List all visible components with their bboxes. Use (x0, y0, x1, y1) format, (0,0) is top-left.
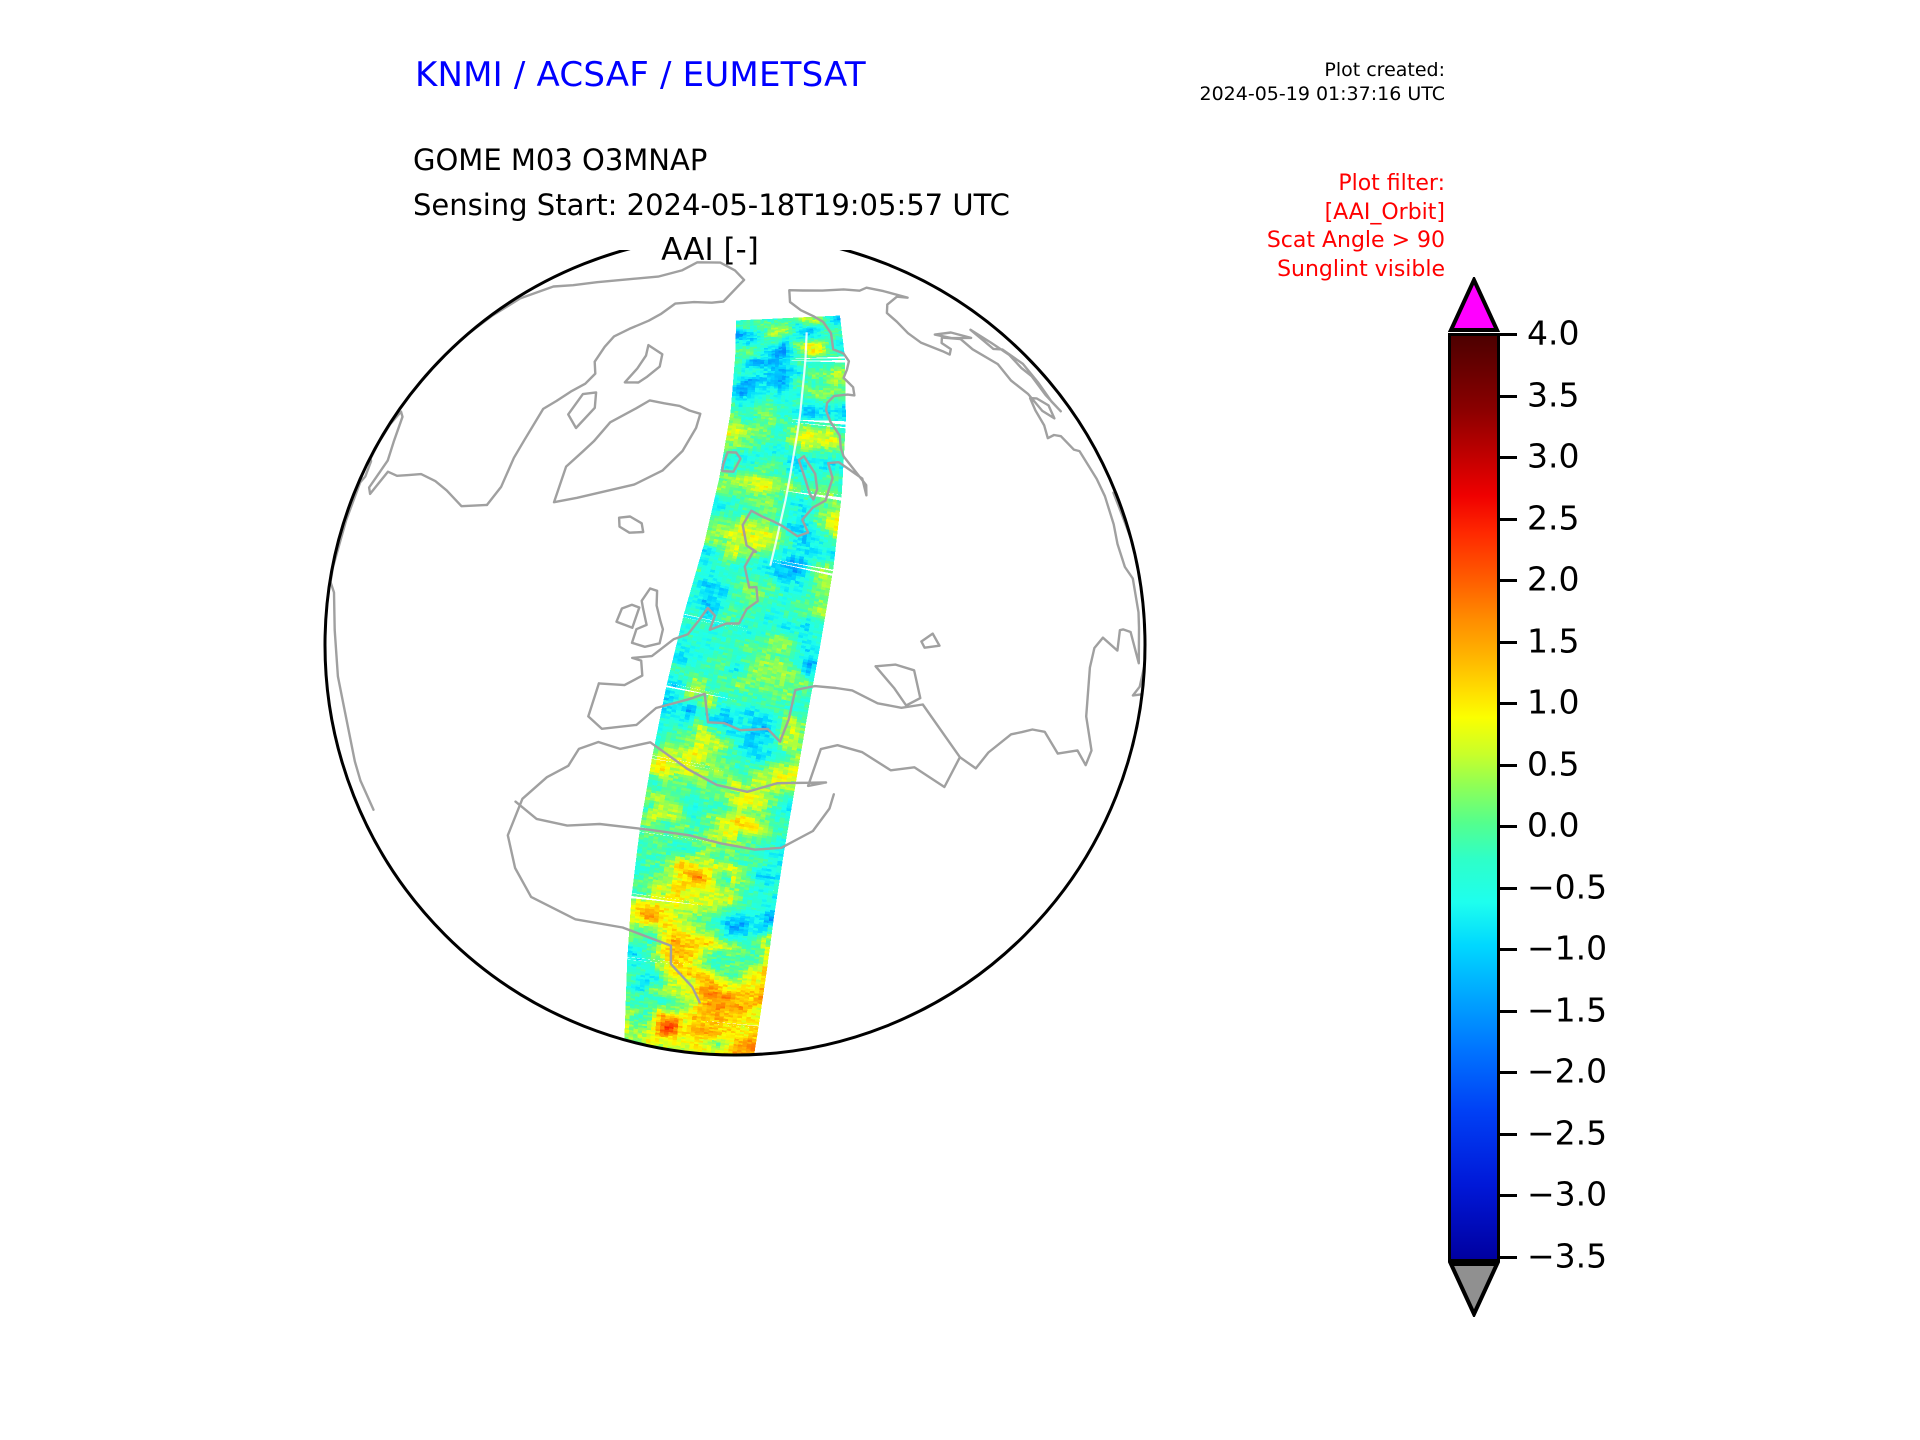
colorbar-tick-label: 2.5 (1527, 498, 1580, 538)
colorbar-tick-label: 0.5 (1527, 744, 1580, 784)
coastline-path (615, 603, 641, 629)
colorbar-tick-label: −1.5 (1527, 990, 1608, 1030)
coastline-path (797, 455, 819, 501)
colorbar-under-arrow (1448, 1262, 1500, 1317)
coastline-path (552, 399, 702, 504)
colorbar-gradient (1451, 336, 1497, 1259)
colorbar-over-arrow (1448, 277, 1500, 332)
coastline-path (506, 682, 962, 1004)
plot-filter-line-0: [AAI_Orbit] (1324, 199, 1445, 225)
colorbar-tick-mark (1500, 394, 1517, 398)
colorbar-tick-label: −0.5 (1527, 867, 1608, 907)
colorbar-tick-mark (1500, 517, 1517, 521)
colorbar-tick-mark (1500, 702, 1517, 706)
globe-projection (323, 250, 1147, 1057)
coastline-path (514, 793, 835, 851)
colorbar: 4.0 3.5 3.0 2.5 2.0 1.5 1.0 0.5 0.0 −0.5 −1.0 −1.5 −… (1437, 277, 1767, 1325)
coastline-path (920, 632, 941, 649)
coastline-path (597, 286, 1141, 770)
colorbar-tick-mark (1500, 1009, 1517, 1013)
map-panel (0, 250, 1430, 1340)
organisation-title: KNMI / ACSAF / EUMETSAT (415, 55, 866, 95)
coastline-path (623, 343, 664, 384)
colorbar-tick-label: −1.0 (1527, 928, 1608, 968)
coastline-path (969, 328, 1063, 413)
coastline-path (567, 391, 598, 430)
sub-satellite-track (769, 332, 808, 566)
colorbar-tick-mark (1500, 948, 1517, 952)
coastline-path (933, 331, 973, 340)
colorbar-tick-label: −2.5 (1527, 1113, 1608, 1153)
colorbar-tick-mark (1500, 763, 1517, 767)
coastline-path (630, 587, 665, 648)
colorbar-tick-label: 1.0 (1527, 682, 1580, 722)
colorbar-tick-mark (1500, 333, 1517, 336)
coastline-path (874, 663, 922, 707)
plot-created-timestamp: 2024-05-19 01:37:16 UTC (1199, 83, 1446, 106)
colorbar-tick-mark (1500, 1194, 1517, 1198)
coastline-path (1131, 693, 1143, 697)
plot-created-label: Plot created: (1324, 59, 1445, 81)
colorbar-tick-mark (1500, 579, 1517, 583)
colorbar-tick-label: 0.0 (1527, 805, 1580, 845)
product-title: GOME M03 O3MNAP (413, 143, 708, 177)
colorbar-tick-mark (1500, 825, 1517, 829)
colorbar-tick-label: 1.5 (1527, 621, 1580, 661)
plot-filter-title: Plot filter: (1338, 171, 1445, 196)
coastline-path (617, 515, 645, 534)
coastline-path (329, 580, 375, 811)
colorbar-tick-mark (1500, 456, 1517, 460)
plot-filter-block: Plot filter: [AAI_Orbit] Scat Angle > 90… (1267, 170, 1445, 284)
plot-created-block: Plot created: 2024-05-19 01:37:16 UTC (1200, 58, 1446, 107)
sensing-start-label: Sensing Start: 2024-05-18T19:05:57 UTC (413, 188, 1010, 222)
coastline-path (467, 261, 746, 507)
colorbar-tick-mark (1500, 640, 1517, 644)
colorbar-tick-label: −3.0 (1527, 1174, 1608, 1214)
globe-outline (323, 250, 1147, 1057)
coastline-path (329, 410, 489, 584)
colorbar-tick-label: 3.5 (1527, 375, 1580, 415)
colorbar-tick-mark (1500, 1071, 1517, 1075)
colorbar-gradient-box (1448, 333, 1500, 1262)
colorbar-tick-mark (1500, 1256, 1517, 1259)
colorbar-tick-label: −3.5 (1527, 1236, 1608, 1276)
colorbar-tick-label: 4.0 (1527, 313, 1580, 353)
plot-filter-line-1: Scat Angle > 90 (1266, 228, 1445, 254)
colorbar-tick-label: 3.0 (1527, 436, 1580, 476)
colorbar-tick-mark (1500, 1132, 1517, 1136)
colorbar-tick-label: −2.0 (1527, 1051, 1608, 1091)
colorbar-tick-label: 2.0 (1527, 559, 1580, 599)
satellite-swath (623, 315, 846, 1055)
coastline-path (721, 450, 742, 473)
colorbar-tick-mark (1500, 886, 1517, 890)
plot-filter-line-2: Sunglint visible (1277, 256, 1445, 282)
